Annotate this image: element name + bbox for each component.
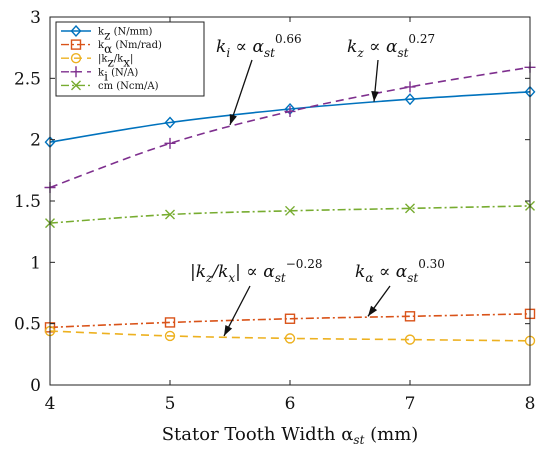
y-tick-label: 1.5 [14, 192, 41, 212]
data-point [70, 66, 82, 78]
legend-entry: |kz/kx| [61, 53, 133, 70]
legend-label: kα (Nm/rad) [98, 40, 162, 56]
legend: kz (N/mm)kα (Nm/rad)|kz/kx|ki (N/A)cm (N… [55, 21, 205, 97]
data-point [164, 137, 176, 149]
axis-ticks: 0 0.5 1 1.5 2 2.5 3 4 5 6 7 8 [14, 8, 535, 414]
series [44, 325, 536, 347]
data-point [404, 93, 416, 106]
series-line [49, 330, 531, 342]
data-point [284, 105, 296, 117]
annotation-arrowhead [229, 113, 237, 125]
annotations-layer: ki ∝ αst0.66 kz ∝ αst0.27 |kz/kx| ∝ αst−0.… [190, 32, 445, 337]
annotation-arrowhead [368, 305, 378, 317]
data-point [285, 205, 295, 216]
data-point [71, 80, 81, 91]
data-point [164, 116, 176, 129]
x-tick-label: 6 [285, 394, 296, 414]
annotation-text: kα ∝ αst0.30 [355, 257, 445, 285]
legend-entry: cm (Ncm/A) [61, 80, 159, 92]
data-point [405, 203, 415, 214]
data-point [404, 311, 416, 322]
data-point [165, 209, 175, 220]
annotation-text: ki ∝ αst0.66 [216, 32, 302, 60]
x-tick-label: 8 [525, 394, 536, 414]
series [45, 200, 535, 229]
data-point [70, 53, 82, 64]
legend-label: |kz/kx| [98, 54, 133, 70]
data-point [164, 330, 176, 342]
series-line [49, 313, 531, 329]
series-line [49, 205, 531, 224]
y-tick-label: 1 [30, 253, 41, 273]
annotation: kz ∝ αst0.27 [347, 32, 435, 102]
data-point [404, 81, 416, 93]
data-point [284, 313, 296, 324]
annotation: |kz/kx| ∝ αst−0.28 [190, 257, 322, 337]
legend-entry: kα (Nm/rad) [61, 39, 162, 56]
y-tick-label: 3 [30, 8, 41, 28]
legend-label: ki (N/A) [98, 67, 138, 83]
y-tick-label: 0 [30, 376, 41, 396]
data-point [164, 317, 176, 328]
x-tick-label: 7 [405, 394, 416, 414]
legend-label: cm (Ncm/A) [98, 81, 159, 92]
series [44, 308, 536, 333]
data-point [70, 39, 82, 50]
series-line [49, 91, 531, 143]
annotation-arrow [229, 59, 253, 126]
legend-entry: kz (N/mm) [61, 24, 153, 43]
series-layer [44, 61, 536, 347]
annotation-text: kz ∝ αst0.27 [347, 32, 435, 60]
x-tick-label: 4 [45, 394, 56, 414]
annotation: ki ∝ αst0.66 [216, 32, 302, 126]
data-point [70, 24, 82, 38]
annotation-arrowhead [371, 90, 379, 102]
x-axis-title: Stator Tooth Width αst (mm) [162, 424, 419, 447]
data-point [404, 334, 416, 345]
legend-entry: ki (N/A) [61, 66, 138, 83]
y-tick-label: 2 [30, 131, 41, 151]
annotation: kα ∝ αst0.30 [355, 257, 445, 317]
y-tick-label: 0.5 [14, 315, 41, 335]
y-tick-label: 2.5 [14, 69, 41, 89]
annotation-arrowhead [224, 325, 233, 336]
data-point [284, 333, 296, 344]
x-tick-label: 5 [165, 394, 176, 414]
legend-label: kz (N/mm) [98, 27, 153, 43]
annotation-text: |kz/kx| ∝ αst−0.28 [190, 257, 322, 285]
